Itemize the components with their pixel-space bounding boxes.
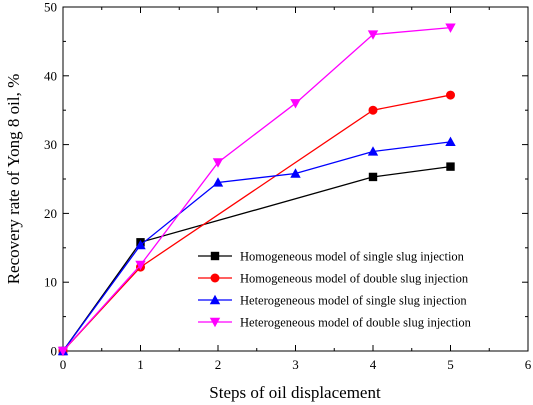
- legend-marker: [210, 251, 220, 261]
- legend-label: Homogeneous model of single slug injecti…: [240, 250, 465, 264]
- series-layer: [57, 23, 456, 357]
- data-point: [135, 260, 146, 271]
- legend-entry: Heterogeneous model of double slug injec…: [198, 316, 472, 330]
- data-point: [445, 136, 456, 147]
- legend-marker: [209, 294, 221, 305]
- y-tick-label: 20: [44, 206, 57, 221]
- legend: Homogeneous model of single slug injecti…: [198, 250, 472, 330]
- x-tick-label: 5: [447, 357, 454, 372]
- data-point: [445, 23, 456, 33]
- legend-label: Heterogeneous model of double slug injec…: [240, 316, 472, 330]
- data-point: [290, 168, 301, 178]
- series-4: [57, 23, 456, 357]
- y-tick-label: 10: [44, 275, 57, 290]
- legend-label: Heterogeneous model of single slug injec…: [240, 294, 467, 308]
- x-tick-label: 2: [215, 357, 222, 372]
- legend-marker: [210, 273, 220, 283]
- y-tick-label: 30: [44, 137, 57, 152]
- data-point: [57, 346, 69, 357]
- series-line: [62, 26, 451, 352]
- data-point: [135, 239, 146, 250]
- y-tick-label: 40: [44, 68, 57, 83]
- data-point: [367, 30, 379, 40]
- legend-label: Homogeneous model of double slug injecti…: [240, 272, 469, 286]
- data-point: [212, 177, 224, 187]
- x-tick-label: 6: [525, 357, 532, 372]
- series-line: [62, 165, 451, 352]
- data-point: [290, 99, 301, 109]
- legend-marker: [209, 317, 221, 328]
- legend-entry: Heterogeneous model of single slug injec…: [198, 294, 467, 308]
- x-tick-label: 4: [370, 357, 377, 372]
- data-point: [367, 146, 379, 156]
- x-tick-label: 1: [137, 357, 144, 372]
- data-point: [368, 172, 378, 182]
- x-tick-label: 0: [60, 357, 67, 372]
- data-point: [212, 158, 224, 168]
- data-point: [446, 90, 455, 100]
- x-tick-labels: 0 1 2 3 4 5 6: [60, 357, 532, 372]
- y-tick-labels: 0 10 20 30 40 50: [44, 0, 57, 359]
- axis-ticks: [62, 6, 529, 352]
- x-tick-label: 3: [292, 357, 299, 372]
- y-tick-label: 50: [44, 0, 57, 15]
- x-axis-title: Steps of oil displacement: [209, 383, 381, 402]
- series-line: [62, 94, 451, 352]
- data-point: [368, 105, 378, 115]
- legend-entry: Homogeneous model of double slug injecti…: [198, 272, 469, 286]
- data-point: [446, 162, 455, 171]
- legend-entry: Homogeneous model of single slug injecti…: [198, 250, 465, 264]
- series-line: [62, 141, 451, 352]
- y-axis-title: Recovery rate of Yong 8 oil, %: [4, 74, 23, 285]
- y-tick-label: 0: [51, 344, 58, 359]
